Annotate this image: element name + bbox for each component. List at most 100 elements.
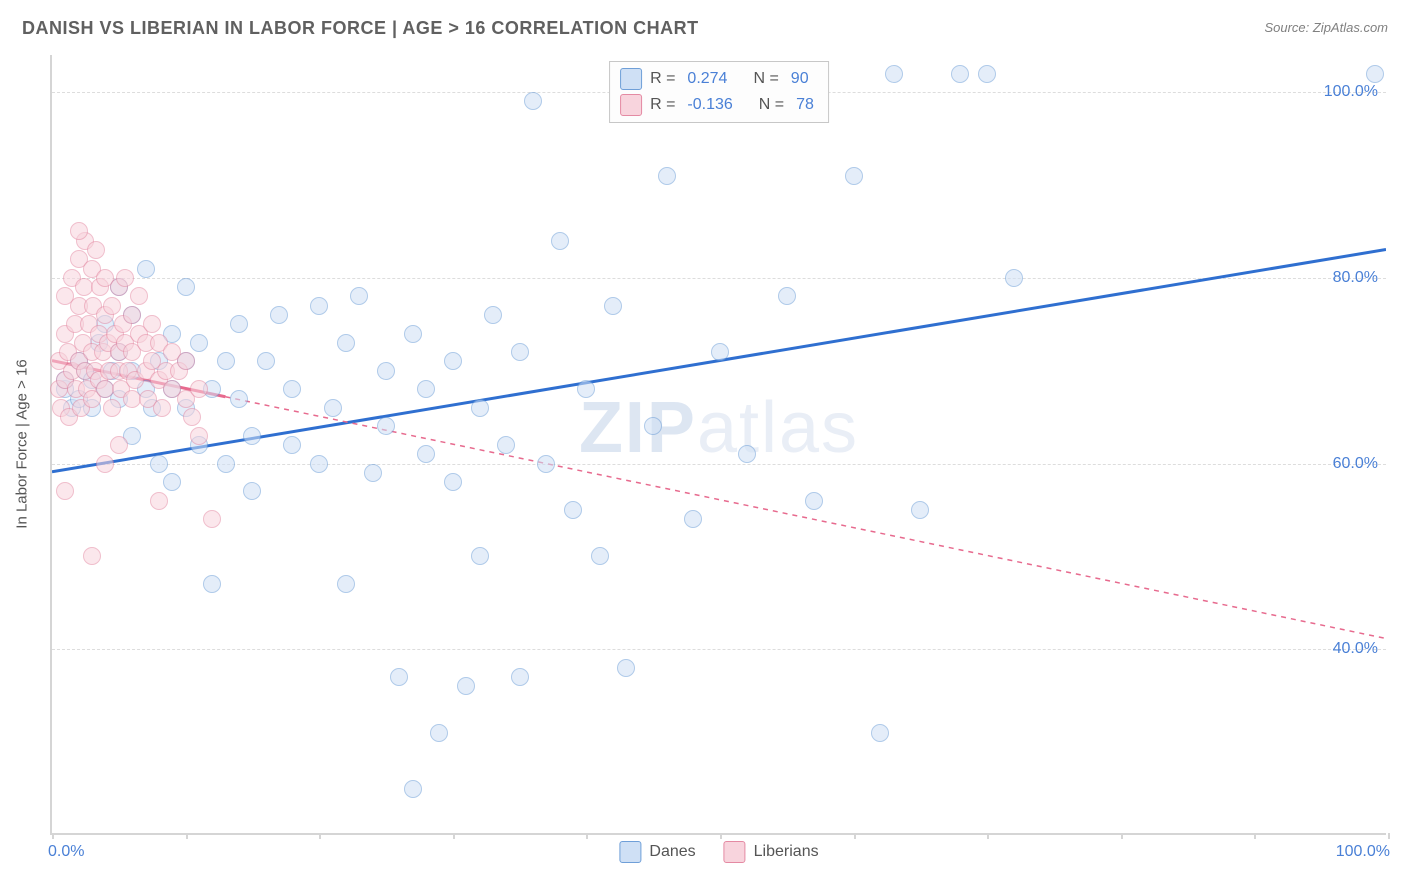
swatch-danes xyxy=(619,841,641,863)
scatter-point xyxy=(283,380,301,398)
scatter-point xyxy=(177,278,195,296)
scatter-point xyxy=(137,260,155,278)
scatter-point xyxy=(243,482,261,500)
scatter-point xyxy=(430,724,448,742)
y-tick-label: 40.0% xyxy=(1333,640,1378,658)
scatter-point xyxy=(230,390,248,408)
scatter-point xyxy=(524,92,542,110)
scatter-point xyxy=(364,464,382,482)
scatter-point xyxy=(190,380,208,398)
y-axis-title: In Labor Force | Age > 16 xyxy=(14,359,31,528)
scatter-point xyxy=(70,222,88,240)
correlation-legend: R = 0.274 N = 90 R = -0.136 N = 78 xyxy=(609,61,829,123)
scatter-point xyxy=(457,677,475,695)
scatter-point xyxy=(978,65,996,83)
scatter-point xyxy=(163,473,181,491)
scatter-point xyxy=(203,510,221,528)
scatter-point xyxy=(83,547,101,565)
scatter-point xyxy=(644,417,662,435)
scatter-point xyxy=(183,408,201,426)
scatter-point xyxy=(1005,269,1023,287)
scatter-point xyxy=(310,297,328,315)
scatter-point xyxy=(337,575,355,593)
scatter-point xyxy=(177,352,195,370)
scatter-point xyxy=(551,232,569,250)
scatter-point xyxy=(871,724,889,742)
scatter-point xyxy=(143,315,161,333)
n-value-danes: 90 xyxy=(787,70,813,88)
scatter-point xyxy=(190,334,208,352)
scatter-point xyxy=(87,241,105,259)
n-label: N = xyxy=(759,96,784,114)
r-label: R = xyxy=(650,70,675,88)
scatter-point xyxy=(444,473,462,491)
r-value-danes: 0.274 xyxy=(683,70,731,88)
legend-row-liberians: R = -0.136 N = 78 xyxy=(620,92,818,118)
y-tick-label: 100.0% xyxy=(1324,83,1378,101)
scatter-point xyxy=(471,547,489,565)
scatter-point xyxy=(190,427,208,445)
scatter-point xyxy=(591,547,609,565)
swatch-liberians xyxy=(724,841,746,863)
watermark-zip: ZIP xyxy=(579,388,697,468)
swatch-danes xyxy=(620,68,642,90)
scatter-point xyxy=(564,501,582,519)
scatter-point xyxy=(324,399,342,417)
legend-item-liberians: Liberians xyxy=(724,841,819,863)
scatter-point xyxy=(56,482,74,500)
scatter-point xyxy=(153,399,171,417)
scatter-point xyxy=(96,455,114,473)
scatter-point xyxy=(577,380,595,398)
scatter-point xyxy=(497,436,515,454)
scatter-point xyxy=(417,445,435,463)
scatter-point xyxy=(951,65,969,83)
scatter-point xyxy=(805,492,823,510)
scatter-point xyxy=(404,780,422,798)
legend-row-danes: R = 0.274 N = 90 xyxy=(620,66,818,92)
scatter-point xyxy=(150,455,168,473)
y-tick-label: 80.0% xyxy=(1333,269,1378,287)
scatter-point xyxy=(150,492,168,510)
series-label-liberians: Liberians xyxy=(754,843,819,861)
scatter-point xyxy=(444,352,462,370)
scatter-point xyxy=(310,455,328,473)
scatter-point xyxy=(711,343,729,361)
scatter-point xyxy=(778,287,796,305)
x-tick-label-min: 0.0% xyxy=(48,843,84,861)
scatter-point xyxy=(217,352,235,370)
scatter-point xyxy=(658,167,676,185)
series-legend: Danes Liberians xyxy=(619,841,818,863)
scatter-point xyxy=(537,455,555,473)
scatter-point xyxy=(404,325,422,343)
scatter-point xyxy=(130,287,148,305)
scatter-point xyxy=(738,445,756,463)
scatter-point xyxy=(350,287,368,305)
n-value-liberians: 78 xyxy=(792,96,818,114)
y-tick-label: 60.0% xyxy=(1333,455,1378,473)
n-label: N = xyxy=(753,70,778,88)
scatter-point xyxy=(110,436,128,454)
swatch-liberians xyxy=(620,94,642,116)
scatter-point xyxy=(283,436,301,454)
legend-item-danes: Danes xyxy=(619,841,695,863)
scatter-point xyxy=(116,269,134,287)
scatter-point xyxy=(511,343,529,361)
r-value-liberians: -0.136 xyxy=(683,96,736,114)
scatter-point xyxy=(845,167,863,185)
chart-title: DANISH VS LIBERIAN IN LABOR FORCE | AGE … xyxy=(22,18,699,39)
r-label: R = xyxy=(650,96,675,114)
scatter-point xyxy=(885,65,903,83)
scatter-point xyxy=(103,297,121,315)
scatter-point xyxy=(511,668,529,686)
scatter-point xyxy=(217,455,235,473)
watermark-atlas: atlas xyxy=(697,388,859,468)
scatter-point xyxy=(417,380,435,398)
scatter-point xyxy=(617,659,635,677)
scatter-point xyxy=(337,334,355,352)
watermark: ZIPatlas xyxy=(579,387,859,469)
scatter-point xyxy=(377,417,395,435)
source-attribution: Source: ZipAtlas.com xyxy=(1264,20,1388,35)
scatter-point xyxy=(471,399,489,417)
scatter-point xyxy=(230,315,248,333)
plot-area: ZIPatlas In Labor Force | Age > 16 R = 0… xyxy=(50,55,1386,835)
